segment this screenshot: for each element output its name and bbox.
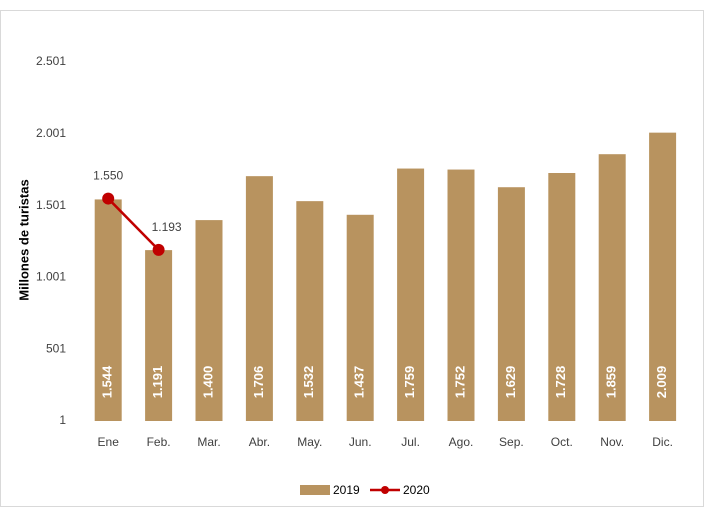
y-tick-label: 1.001	[36, 270, 66, 284]
bar	[397, 168, 425, 421]
bar-value-label: 1.859	[604, 366, 619, 399]
bar-value-label: 1.759	[402, 366, 417, 399]
x-tick-label: Sep.	[499, 435, 524, 449]
y-tick-label: 2.001	[36, 126, 66, 140]
bar	[598, 154, 626, 421]
x-tick-label: Ene	[98, 435, 120, 449]
x-tick-label: Dic.	[652, 435, 673, 449]
x-tick-label: Oct.	[551, 435, 573, 449]
point	[102, 192, 115, 205]
bar-value-label: 1.544	[100, 365, 115, 398]
y-axis-label: Millones de turistas	[16, 179, 31, 300]
bar	[94, 199, 122, 421]
bar-value-label: 1.437	[352, 366, 367, 399]
bar	[649, 132, 677, 422]
x-tick-label: Abr.	[249, 435, 270, 449]
y-tick-label: 2.501	[36, 54, 66, 68]
bar	[296, 201, 324, 421]
bar-value-label: 1.532	[301, 366, 316, 399]
x-tick-label: Jul.	[401, 435, 420, 449]
bar-value-label: 1.400	[200, 366, 215, 399]
bar-value-label: 2.009	[654, 366, 669, 399]
line	[107, 197, 160, 251]
bar-value-label: 1.706	[251, 366, 266, 399]
bar-value-label: 1.728	[553, 366, 568, 399]
point-value-label: 1.550	[93, 169, 123, 183]
bar	[195, 220, 223, 421]
bar-value-label: 1.752	[452, 366, 467, 399]
point-value-label: 1.193	[152, 220, 182, 234]
x-tick-label: Mar.	[197, 435, 220, 449]
bar-value-label: 1.191	[150, 366, 165, 399]
bar	[145, 250, 173, 421]
bar	[447, 169, 475, 421]
bar	[548, 173, 576, 421]
y-tick-label: 501	[46, 341, 66, 355]
chart-frame	[0, 10, 704, 507]
x-tick-label: Ago.	[449, 435, 474, 449]
legend-swatch	[381, 486, 389, 494]
legend-label: 2020	[403, 483, 430, 497]
x-tick-label: May.	[297, 435, 322, 449]
legend-swatch	[300, 485, 330, 495]
x-tick-label: Feb.	[147, 435, 171, 449]
bar	[497, 187, 525, 421]
y-tick-label: 1	[59, 413, 66, 427]
x-tick-label: Jun.	[349, 435, 372, 449]
point	[152, 243, 165, 256]
bar	[346, 214, 374, 421]
y-tick-label: 1.501	[36, 198, 66, 212]
x-tick-label: Nov.	[600, 435, 624, 449]
legend-label: 2019	[333, 483, 360, 497]
bar	[245, 176, 273, 421]
bar-value-label: 1.629	[503, 366, 518, 399]
